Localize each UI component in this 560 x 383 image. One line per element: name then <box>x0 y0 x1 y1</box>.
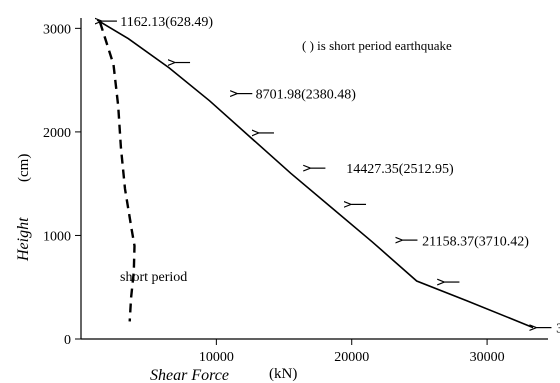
arrow-layer <box>102 21 552 328</box>
x-tick-label-1: 20000 <box>334 350 369 365</box>
y-tick-label-2: 2000 <box>43 126 71 141</box>
y-tick-label-3: 3000 <box>43 22 71 37</box>
y-axis-title-main: Height <box>15 217 32 262</box>
x-tick-label-2: 30000 <box>470 350 505 365</box>
value-annotation-1: 8701.98(2380.48) <box>256 88 357 103</box>
main-series-line <box>96 19 534 329</box>
x-ticks: 10000 20000 30000 <box>199 339 505 365</box>
y-ticks: 0 1000 2000 3000 <box>43 22 81 348</box>
y-tick-label-0: 0 <box>64 333 71 348</box>
value-annotation-2: 14427.35(2512.95) <box>346 162 454 177</box>
y-tick-label-1: 1000 <box>43 229 71 244</box>
legend-note: ( ) is short period earthquake <box>302 38 452 53</box>
value-annotation-0: 1162.13(628.49) <box>120 15 213 30</box>
value-annotation-3: 21158.37(3710.42) <box>422 235 529 250</box>
x-axis-title: Shear Force (kN) <box>150 366 297 383</box>
axes <box>80 18 548 340</box>
y-axis-title: Height (cm) <box>15 154 32 262</box>
y-axis-title-unit: (cm) <box>16 154 32 182</box>
x-axis-title-unit: (kN) <box>269 366 297 382</box>
series-layer <box>96 19 534 329</box>
x-axis-title-main: Shear Force <box>150 367 229 383</box>
x-tick-label-0: 10000 <box>199 350 234 365</box>
short-period-series-line <box>98 21 136 322</box>
short-period-series-label: short period <box>120 270 187 285</box>
annotation-layer: 1162.13(628.49) 8701.98(2380.48) 14427.35(… <box>120 15 560 337</box>
value-annotation-4: 33401.03(3395.06) <box>556 322 560 337</box>
